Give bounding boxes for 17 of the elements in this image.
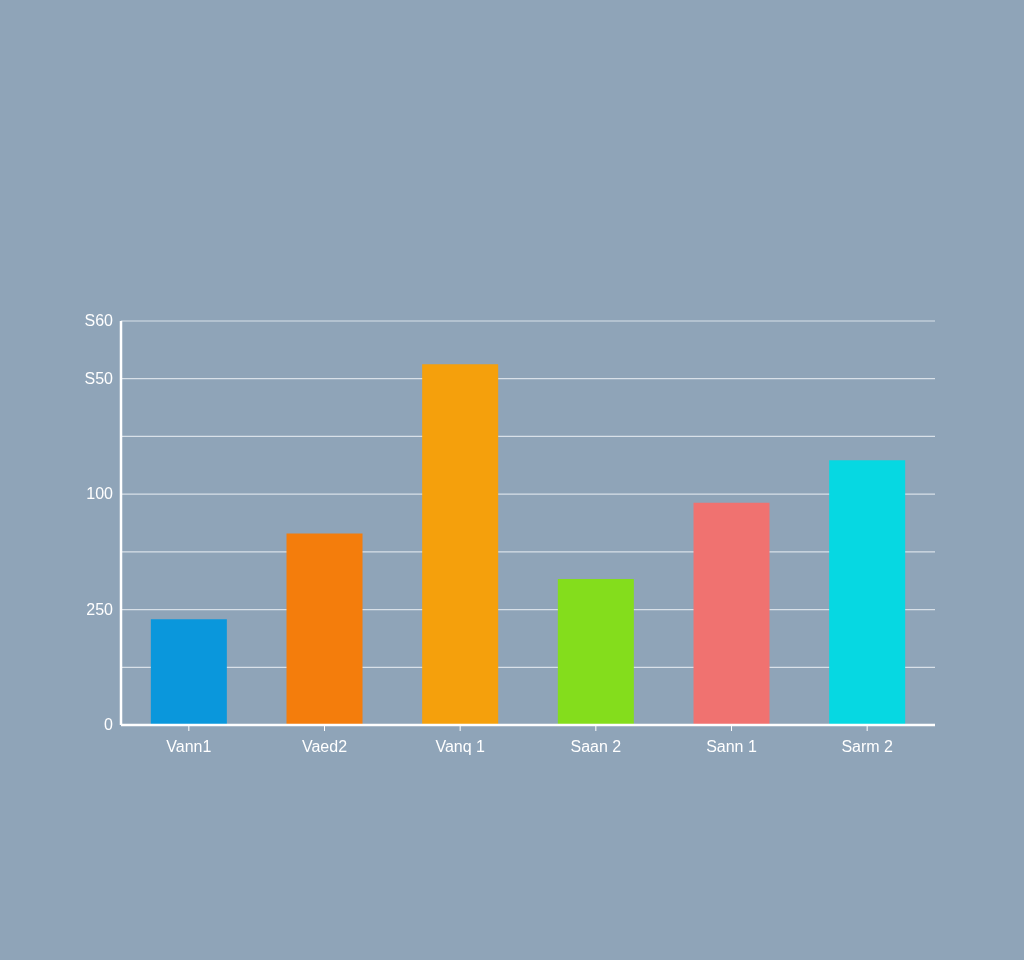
text: 100	[86, 484, 113, 505]
x-tick-label: Vaed2	[301, 738, 348, 756]
text: S60	[84, 311, 113, 331]
bar	[829, 460, 906, 725]
x-tick-label: Vann1	[166, 738, 212, 756]
x-tick-label: Vanq 1	[435, 738, 486, 756]
bar	[150, 619, 227, 725]
bar	[557, 578, 634, 725]
text: S50	[84, 368, 113, 389]
x-tick-label: Sarm 2	[841, 738, 894, 756]
x-tick-label: Saan 2	[570, 738, 622, 756]
text: 0	[104, 715, 113, 735]
bar	[286, 533, 363, 725]
bar	[693, 502, 770, 725]
x-tick-label: Sann 1	[706, 738, 757, 756]
text: 250	[86, 599, 113, 620]
bar	[422, 364, 499, 725]
